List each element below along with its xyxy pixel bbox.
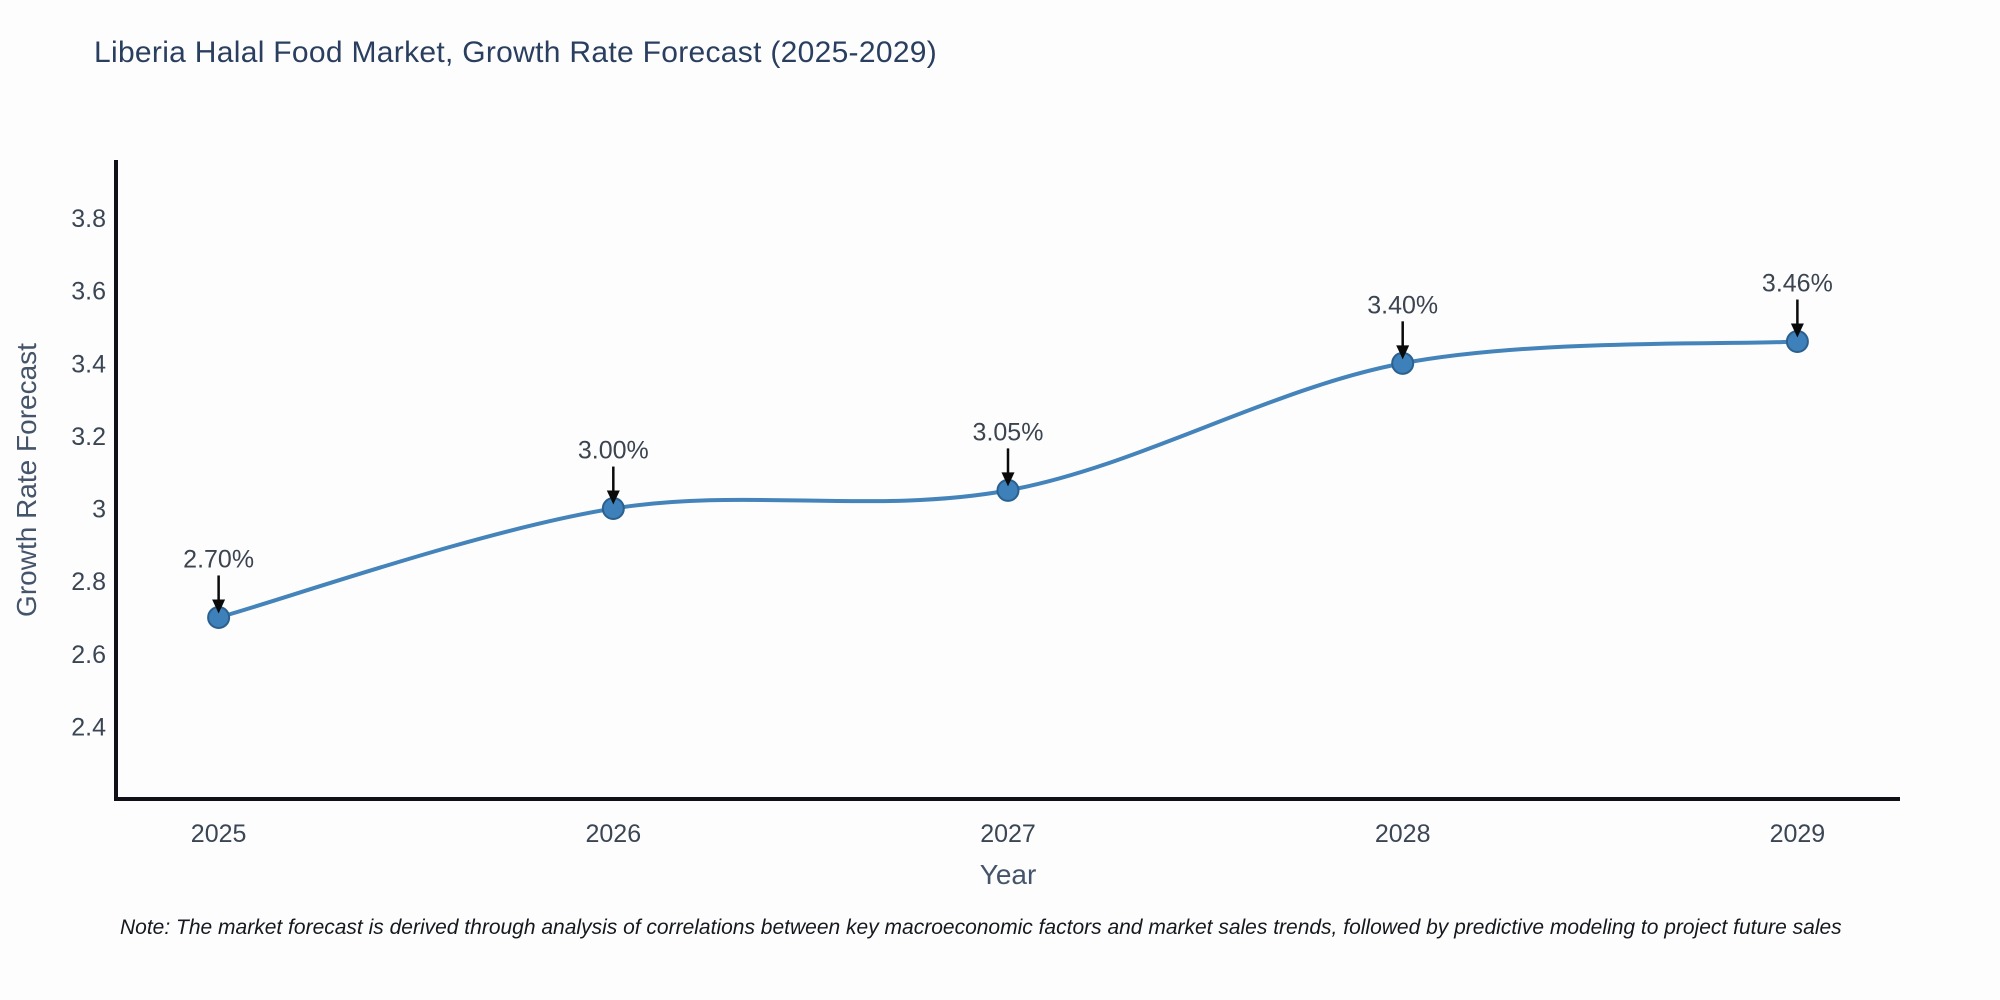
x-axis-tick-labels: 2025 2026 2027 2028 2029 [191,820,1825,848]
annotation-arrow-head-icon [606,490,620,505]
y-tick-label: 2.4 [71,713,106,741]
x-axis-title: Year [979,859,1037,890]
axis-spines [114,160,1900,801]
y-tick-label: 3.6 [71,278,106,306]
y-tick-label: 2.6 [71,641,106,669]
x-tick-label: 2028 [1375,820,1431,848]
annotation-arrow-head-icon [1396,345,1410,360]
y-tick-label: 3.8 [71,205,106,233]
x-tick-label: 2027 [980,820,1036,848]
y-tick-label: 3 [92,496,106,524]
y-tick-label: 3.4 [71,350,106,378]
x-tick-label: 2029 [1770,820,1826,848]
data-point-value-label: 3.40% [1367,291,1438,319]
x-tick-label: 2025 [191,820,247,848]
data-point-value-label: 2.70% [183,545,254,573]
y-tick-label: 2.8 [71,568,106,596]
y-tick-label: 3.2 [71,423,106,451]
data-point-value-label: 3.05% [973,418,1044,446]
chart-footnote: Note: The market forecast is derived thr… [120,916,1842,939]
y-axis-tick-labels: 2.4 2.6 2.8 3 3.2 3.4 3.6 3.8 [71,205,106,741]
data-point-value-label: 3.46% [1762,270,1833,298]
annotation-arrow-head-icon [212,599,226,614]
annotation-arrow-head-icon [1001,472,1015,487]
annotation-arrow-head-icon [1790,323,1804,338]
data-point-annotations: 2.70% 3.00% 3.05% 3.40% 3.46% [183,270,1833,614]
x-tick-label: 2026 [585,820,641,848]
data-point-value-label: 3.00% [578,437,649,465]
chart-title: Liberia Halal Food Market, Growth Rate F… [94,36,938,69]
